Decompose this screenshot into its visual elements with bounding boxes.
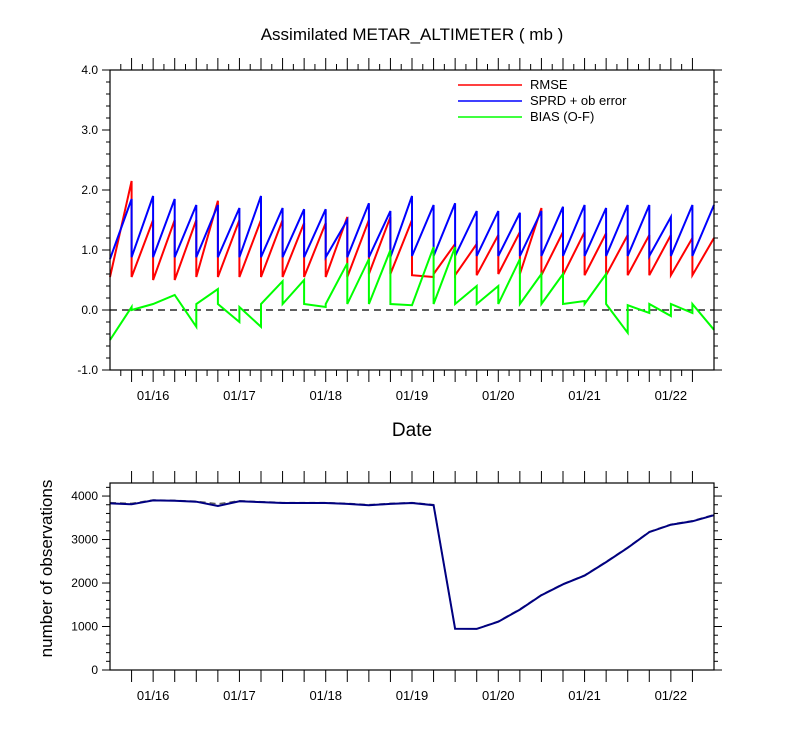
y-tick-label: 2.0 [81,183,98,197]
y-tick-label: 3000 [71,533,98,547]
y-tick-label: 1000 [71,620,98,634]
y-tick-label: -1.0 [77,363,98,377]
x-tick-label: 01/17 [223,388,256,403]
x-tick-label: 01/17 [223,688,256,703]
x-tick-label: 01/21 [568,688,601,703]
y-tick-label: 4.0 [81,63,98,77]
plot-frame [109,69,715,371]
series-line-observations-possible [109,499,715,630]
y-axis-label: number of observations [37,480,56,658]
x-tick-label: 01/18 [309,688,342,703]
x-tick-label: 01/19 [396,388,429,403]
x-tick-label: 01/20 [482,388,515,403]
x-axis-label: Date [392,420,432,441]
x-tick-label: 01/22 [655,688,688,703]
y-tick-label: 0 [91,663,98,677]
x-tick-label: 01/18 [309,388,342,403]
x-tick-label: 01/16 [137,388,170,403]
y-tick-label: 3.0 [81,123,98,137]
plot-frame [109,482,715,671]
x-tick-label: 01/20 [482,688,515,703]
chart-title: Assimilated METAR_ALTIMETER ( mb ) [261,25,564,44]
y-tick-label: 1.0 [81,243,98,257]
series-line-sprd-ob-error [109,195,715,261]
x-tick-label: 01/21 [568,388,601,403]
y-tick-label: 0.0 [81,303,98,317]
x-tick-label: 01/19 [396,688,429,703]
legend-label: RMSE [530,77,568,92]
legend-label: BIAS (O-F) [530,109,594,124]
legend-label: SPRD + ob error [530,93,627,108]
y-tick-label: 4000 [71,489,98,503]
series-line-bias-o-f [109,246,715,341]
x-tick-label: 01/22 [655,388,688,403]
x-tick-label: 01/16 [137,688,170,703]
y-tick-label: 2000 [71,576,98,590]
series-line-observations-assimilated [109,499,715,630]
